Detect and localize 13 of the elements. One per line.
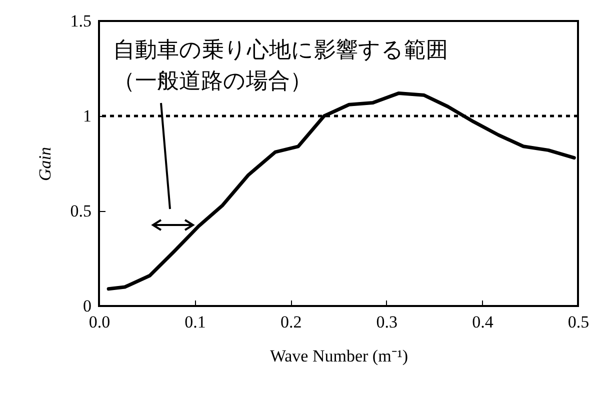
x-tick-label: 0.1 (184, 312, 206, 332)
x-axis-title: Wave Number (m⁻¹) (270, 346, 408, 366)
x-tick-label: 0.5 (568, 312, 590, 332)
y-axis-title: Gain (35, 147, 54, 181)
y-tick-label: 0.5 (70, 202, 92, 220)
x-tick-label: 0.0 (88, 312, 110, 332)
x-tick-label: 0.2 (280, 312, 302, 332)
y-tick-label: 1.5 (70, 12, 92, 30)
y-tick-label: 0 (83, 296, 92, 316)
x-tick-label: 0.4 (472, 312, 494, 332)
annotation: 自動車の乗り心地に影響する範囲（一般道路の場合） (113, 37, 448, 93)
y-tick-label: 1 (83, 106, 92, 126)
x-tick-label: 0.3 (376, 312, 398, 332)
